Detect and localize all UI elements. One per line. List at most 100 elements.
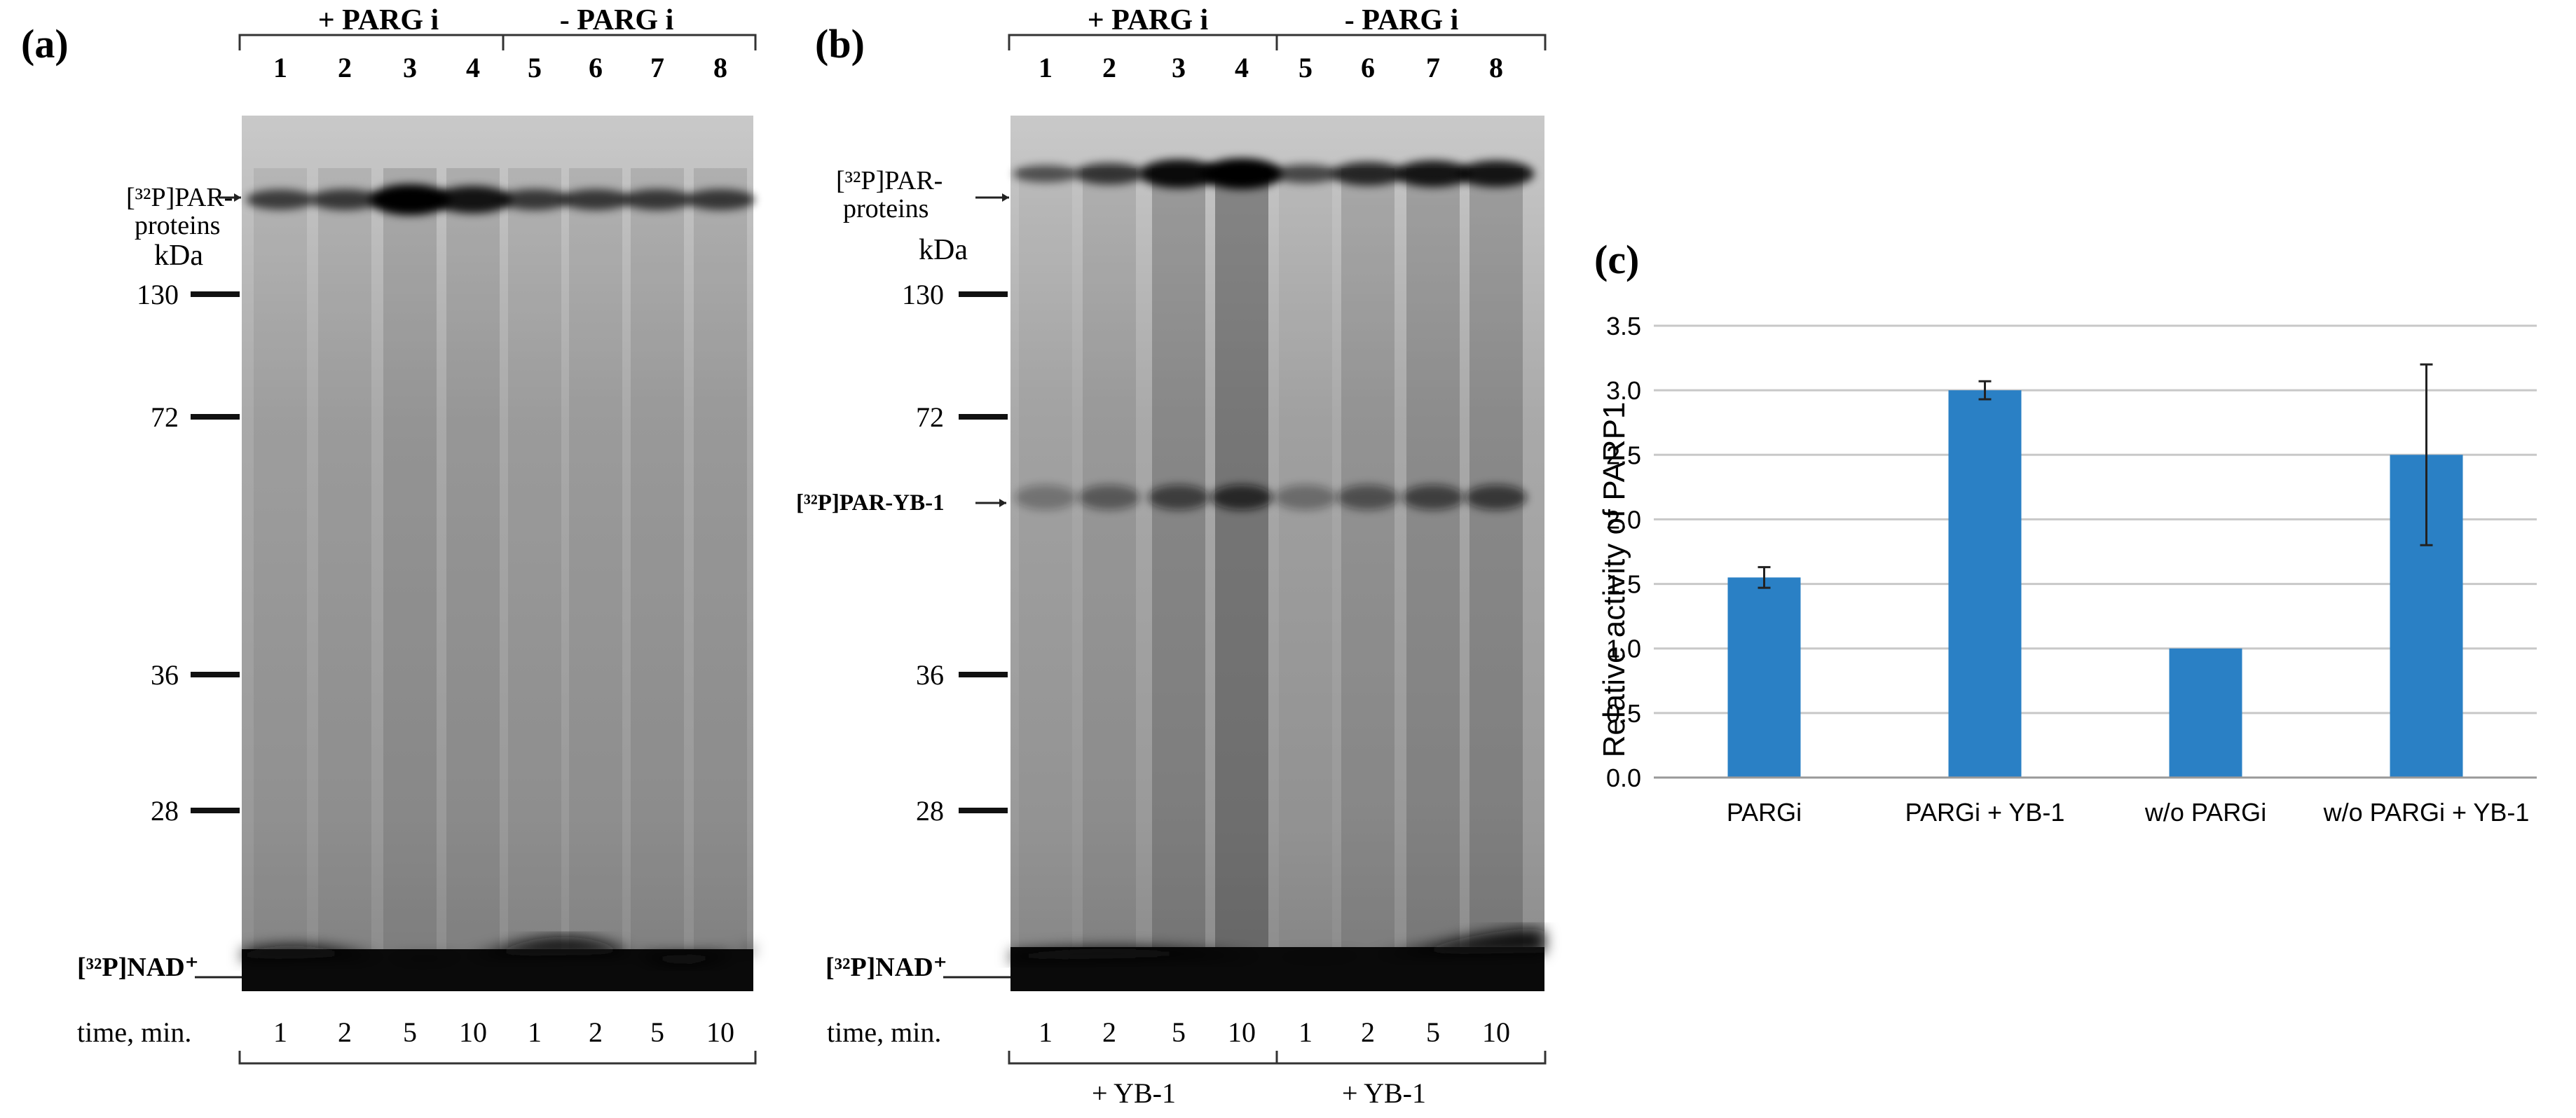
b-par-yb1-band [1078,485,1140,510]
a-time-value: 5 [650,1016,664,1048]
a-lane-smear [694,168,747,953]
b-lane-number: 2 [1102,52,1116,83]
b-par-yb1-band [1148,485,1210,510]
panel-b-gel-figure: (b) + PARG i - PARG i 1 2 3 4 5 6 7 8 [³²P]PAR-… [796,4,1547,1109]
panel-c-bar [1727,577,1801,778]
b-lane-smear [1341,168,1395,953]
panel-c-y-tick-label: 1.0 [1606,635,1641,663]
panel-b-label: (b) [815,21,865,67]
panel-b-lane-numbers: 1 2 3 4 5 6 7 8 [1039,52,1503,83]
a-par-protein-band [246,189,315,210]
a-lane-smear [508,168,561,953]
a-lane-smear [254,168,307,953]
panel-a-nad-label: [³²P]NAD⁺ [77,953,199,982]
panel-c-y-tick-label: 2.0 [1606,505,1641,534]
panel-b-par-label-line1: [³²P]PAR- [836,166,943,195]
b-mw-marker-tick [959,672,1008,677]
b-time-value: 2 [1102,1016,1116,1048]
a-lane-number: 8 [713,52,727,83]
b-par-protein-band [1074,163,1145,185]
panel-b-top-bracket [1008,34,1547,50]
panel-a-kda-label: kDa [154,240,203,272]
panel-a-par-label-line2: proteins [135,211,220,240]
a-mw-marker-tick [191,291,240,297]
b-lane-smear [1083,168,1136,953]
panel-a-par-arrowhead [234,193,241,202]
a-time-value: 5 [403,1016,417,1048]
a-lane-number: 4 [466,52,480,83]
a-time-value: 2 [338,1016,352,1048]
panel-c-gridlines [1654,324,2537,715]
a-time-value: 2 [589,1016,603,1048]
a-time-value: 10 [459,1016,487,1048]
panel-b-par-arrowhead [1002,193,1009,202]
b-lane-number: 6 [1361,52,1375,83]
b-lane-smear [1279,168,1332,953]
panel-c-bar-chart: (c) 0.0 0.5 1.0 1.5 2.0 2.5 3.0 3.5 PARGi PARGi … [1594,237,2537,827]
b-lane-number: 1 [1039,52,1053,83]
panel-b-bottom-bracket [1008,1051,1547,1065]
b-lane-smear [1019,168,1072,953]
a-mw-marker-label: 28 [151,795,179,827]
panel-c-error-bars [1758,363,2433,589]
panel-c-y-tick-label: 0.5 [1606,699,1641,728]
b-par-protein-band [1139,159,1219,188]
b-lane-smear [1406,168,1460,953]
a-par-protein-band [369,184,451,215]
b-mw-marker-label: 130 [902,279,944,310]
b-mw-marker-tick [959,808,1008,813]
a-mw-marker-tick [191,414,240,420]
b-lane-number: 7 [1426,52,1440,83]
panel-a-time-label: time, min. [77,1016,191,1048]
panel-a-group-plus-pargi: + PARG i [318,4,439,36]
panel-c-category-label: w/o PARGi + YB-1 [2323,798,2530,827]
panel-b-nad-label: [³²P]NAD⁺ [825,953,947,982]
b-time-value: 5 [1172,1016,1186,1048]
panel-a-time-values: 1 2 5 10 1 2 5 10 [273,1016,734,1048]
a-lane-smear [318,168,371,953]
panel-a-par-label-line1: [³²P]PAR- [126,183,233,212]
b-time-value: 10 [1482,1016,1510,1048]
a-mw-marker-label: 36 [151,659,179,691]
b-par-protein-band [1272,164,1339,184]
b-par-yb1-band [1015,485,1076,510]
panel-b-time-label: time, min. [827,1016,941,1048]
a-mw-marker-tick [191,672,240,677]
a-time-value: 1 [528,1016,542,1048]
a-par-protein-band [310,189,380,210]
b-time-value: 2 [1361,1016,1375,1048]
panel-c-bar [1948,390,2022,778]
panel-a-label: (a) [21,21,69,67]
panel-a-group-minus-pargi: - PARG i [560,4,674,36]
panel-c-y-tick-label: 3.5 [1606,312,1641,340]
a-lane-number: 3 [403,52,417,83]
panel-b-group-plus-pargi: + PARG i [1088,4,1209,36]
panel-b-kda-label: kDa [919,234,968,266]
a-lane-smear [631,168,684,953]
panel-a-gel-image [242,116,755,991]
b-lane-number: 5 [1299,52,1313,83]
a-par-protein-band [561,189,631,210]
panel-b-group-minus-pargi: - PARG i [1345,4,1459,36]
a-par-protein-band [500,189,570,210]
b-par-yb1-band [1337,485,1399,510]
b-lane-number: 4 [1235,52,1249,83]
b-time-value: 1 [1039,1016,1053,1048]
a-time-value: 10 [706,1016,734,1048]
panel-c-bar [2169,648,2242,778]
a-time-value: 1 [273,1016,287,1048]
b-par-protein-band [1458,160,1535,187]
a-mw-marker-label: 72 [151,401,179,433]
panel-a-bottom-bracket [238,1051,757,1065]
b-par-yb1-band [1465,485,1527,510]
b-par-protein-band [1395,160,1472,187]
a-par-protein-band [622,189,692,210]
b-time-value: 10 [1228,1016,1256,1048]
b-lane-number: 3 [1172,52,1186,83]
panel-c-label: (c) [1594,237,1639,282]
panel-c-y-tick-label: 3.0 [1606,376,1641,405]
b-lane-smear [1469,168,1523,953]
panel-c-y-tick-label: 2.5 [1606,441,1641,469]
panel-c-category-label: w/o PARGi [2144,798,2266,827]
b-mw-marker-label: 28 [916,795,944,827]
